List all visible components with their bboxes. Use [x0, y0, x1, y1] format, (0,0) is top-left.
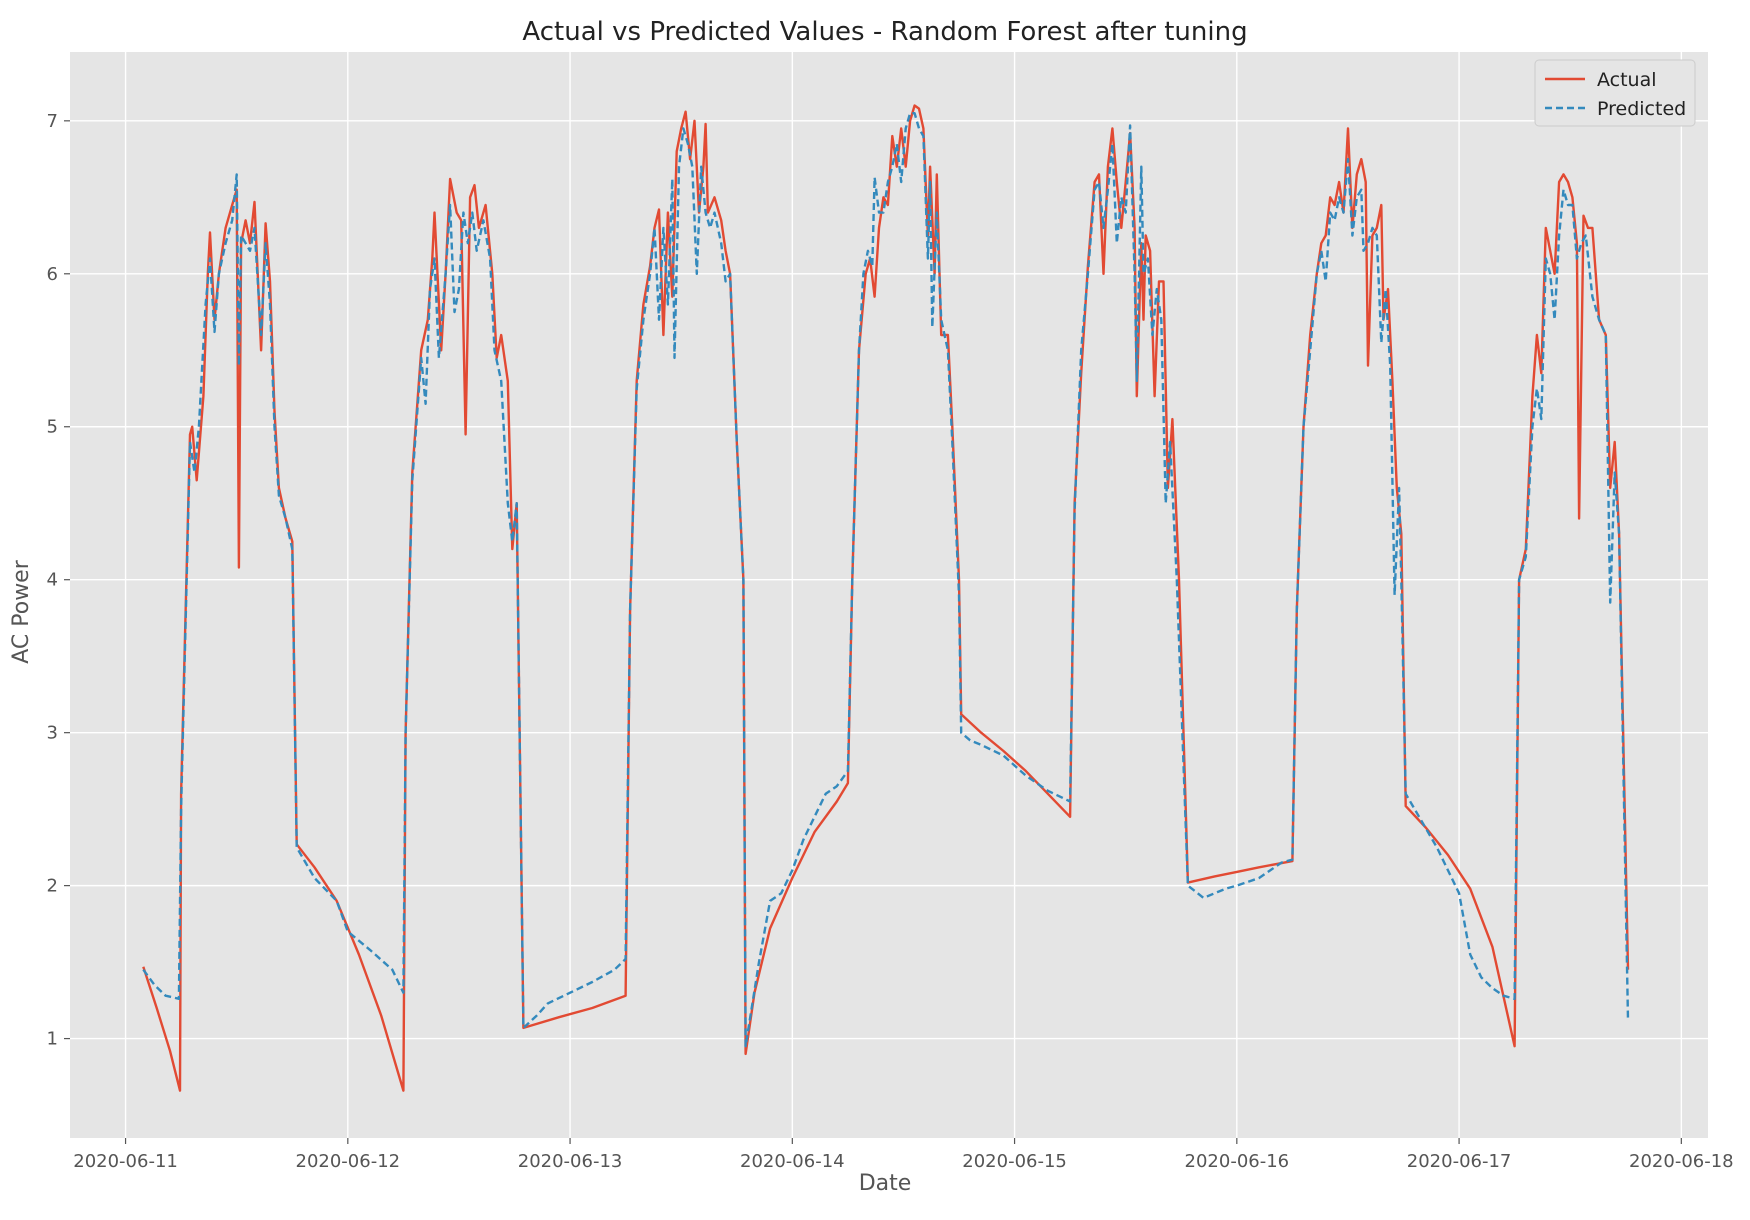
- y-tick-label: 5: [47, 417, 58, 438]
- y-tick-label: 3: [47, 723, 58, 744]
- x-tick-label: 2020-06-16: [1185, 1151, 1290, 1172]
- legend-label-actual: Actual: [1597, 69, 1657, 91]
- y-axis: 1 2 3 4 5 6 7: [47, 111, 70, 1050]
- legend: Actual Predicted: [1534, 59, 1696, 127]
- y-tick-label: 7: [47, 111, 58, 132]
- series-layer: [142, 104, 1630, 1092]
- y-axis-label: AC Power: [9, 559, 34, 663]
- x-tick-label: 2020-06-14: [740, 1151, 845, 1172]
- y-tick-label: 6: [47, 264, 58, 285]
- x-tick-label: 2020-06-15: [962, 1151, 1067, 1172]
- grid: [70, 52, 1708, 1138]
- x-axis: 2020-06-11 2020-06-12 2020-06-13 2020-06-14…: [73, 1138, 1734, 1172]
- x-tick-label: 2020-06-13: [518, 1151, 623, 1172]
- y-tick-label: 2: [47, 876, 58, 897]
- legend-label-predicted: Predicted: [1597, 98, 1686, 120]
- chart-title: Actual vs Predicted Values - Random Fore…: [522, 17, 1247, 47]
- series-line-predicted: [142, 112, 1630, 1048]
- legend-box: [1534, 59, 1696, 127]
- x-tick-label: 2020-06-12: [296, 1151, 401, 1172]
- x-tick-label: 2020-06-11: [73, 1151, 178, 1172]
- x-axis-label: Date: [859, 1171, 912, 1196]
- x-tick-label: 2020-06-17: [1407, 1151, 1512, 1172]
- x-tick-label: 2020-06-18: [1629, 1151, 1734, 1172]
- y-tick-label: 1: [47, 1029, 58, 1050]
- plot-area: [70, 52, 1708, 1138]
- y-tick-label: 4: [47, 570, 58, 591]
